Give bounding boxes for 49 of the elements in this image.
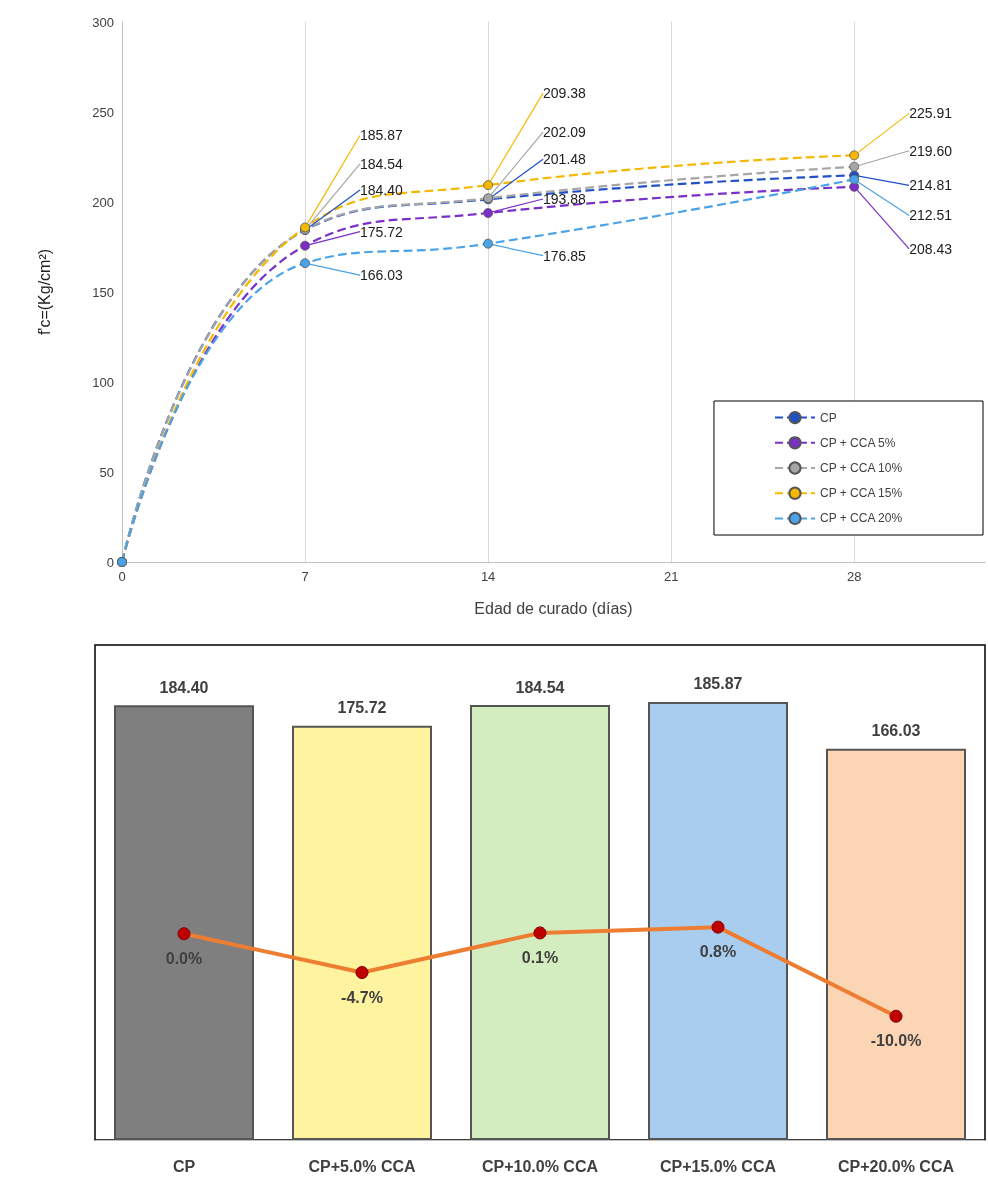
y-tick-label: 100 [92,374,114,390]
y-axis-title: f'c=(Kg/cm²) [35,248,53,336]
data-label: 225.91 [909,105,953,122]
data-label: 184.40 [359,182,403,199]
legend-label: CP + CCA 20% [819,511,903,526]
x-tick-label: CP+5.0% CCA [308,1157,417,1175]
x-tick-label: CP+20.0% CCA [837,1157,955,1175]
legend-label: CP + CCA 15% [819,486,903,501]
data-label: 214.81 [909,177,953,194]
x-tick-label: 7 [301,569,309,584]
data-label: 201.48 [543,151,587,168]
x-tick-label: 28 [847,569,862,584]
data-label: 175.72 [359,223,403,240]
data-label: 209.38 [543,85,587,102]
x-tick-label: CP+10.0% CCA [481,1157,599,1175]
legend-label: CP + CCA 5% [819,435,896,450]
y-tick-label: 300 [92,14,114,30]
data-label: 185.87 [693,675,743,693]
legend-label: CP + CCA 10% [819,461,903,475]
y-tick-label: 0 [106,554,114,570]
data-label: 166.03 [871,722,921,740]
x-tick-label: 14 [480,569,496,584]
data-label: 0.8% [699,943,737,961]
x-tick-label: 21 [663,569,679,584]
data-label: -4.7% [341,988,383,1006]
data-label: -10.0% [870,1032,922,1050]
y-tick-label: 150 [92,284,114,300]
legend-label: CP [819,410,837,425]
data-label: 166.03 [359,267,403,284]
data-label: 184.54 [359,155,403,172]
data-label: 212.51 [909,207,953,224]
data-label: 208.43 [909,240,953,257]
x-tick-label: CP+15.0% CCA [659,1157,777,1175]
data-label: 175.72 [337,699,387,717]
data-label: 184.40 [159,678,209,696]
data-label: 0.1% [521,948,559,966]
data-label: 176.85 [543,247,587,264]
data-label: 0.0% [165,949,203,967]
data-label: 193.88 [543,191,587,208]
x-tick-label: CP [172,1157,196,1175]
data-label: 219.60 [909,142,953,159]
data-label: 185.87 [359,127,403,144]
x-tick-label: 0 [118,569,126,584]
y-tick-label: 50 [99,464,114,480]
y-tick-label: 200 [92,194,114,210]
data-label: 202.09 [543,124,587,141]
data-label: 184.54 [515,678,565,696]
y-tick-label: 250 [92,104,114,120]
x-axis-title: Edad de curado (días) [474,599,633,617]
